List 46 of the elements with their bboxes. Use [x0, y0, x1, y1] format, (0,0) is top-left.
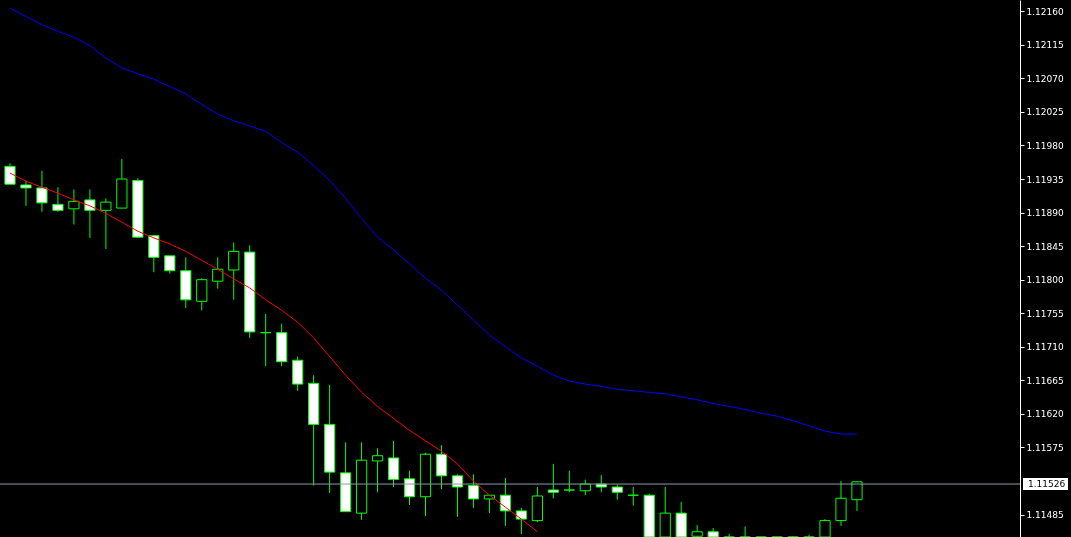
y-tick-label: 1.11710: [1026, 342, 1064, 353]
y-tick-label: 1.11845: [1026, 241, 1064, 252]
candlestick: [4, 162, 16, 185]
y-tick-label: 1.12115: [1026, 40, 1064, 51]
candlestick: [659, 486, 671, 537]
line-series: [9, 172, 538, 533]
y-tick-label: 1.11620: [1026, 409, 1064, 420]
candlestick: [68, 188, 80, 225]
candlestick: [803, 534, 815, 537]
candlestick: [228, 241, 240, 301]
y-tick-label: 1.11575: [1026, 443, 1064, 453]
candlestick: [260, 313, 272, 367]
candlestick: [148, 235, 160, 273]
candlestick: [20, 179, 32, 207]
candlestick: [371, 447, 384, 493]
candlestick: [499, 477, 512, 527]
y-tick-label: 1.12025: [1026, 107, 1064, 118]
candlestick: [100, 197, 112, 250]
y-tick-label: 1.11800: [1026, 275, 1064, 286]
candlestick: [387, 440, 400, 488]
candlestick: [467, 473, 480, 509]
candlestick: [196, 277, 208, 311]
y-tick-label: 1.11890: [1026, 208, 1064, 219]
candlestick: [627, 486, 639, 507]
candlestick: [435, 444, 448, 490]
candlestick: [675, 501, 687, 537]
candlestick: [835, 480, 847, 527]
y-tick-label: 1.11665: [1026, 375, 1064, 386]
candlestick: [36, 170, 48, 213]
y-tick-label: 1.12070: [1026, 73, 1064, 84]
candlestick: [547, 463, 559, 499]
y-tick-label: 1.11980: [1026, 140, 1064, 151]
candlestick: [723, 533, 735, 537]
candlestick: [851, 480, 863, 512]
candlestick: [52, 186, 64, 213]
candlestick: [563, 470, 575, 493]
candlestick: [292, 356, 304, 392]
y-tick-label: 1.11485: [1026, 510, 1064, 521]
line-series: [9, 7, 858, 435]
y-tick-label: 1.11935: [1026, 174, 1064, 185]
candlestick: [739, 526, 751, 537]
y-tick-label: 1.12160: [1026, 6, 1064, 17]
candlestick: [212, 256, 224, 290]
y-tick-label: 1.11755: [1026, 308, 1064, 319]
candlestick: [515, 507, 527, 535]
ref-line-label: 1.11526: [1028, 479, 1066, 490]
